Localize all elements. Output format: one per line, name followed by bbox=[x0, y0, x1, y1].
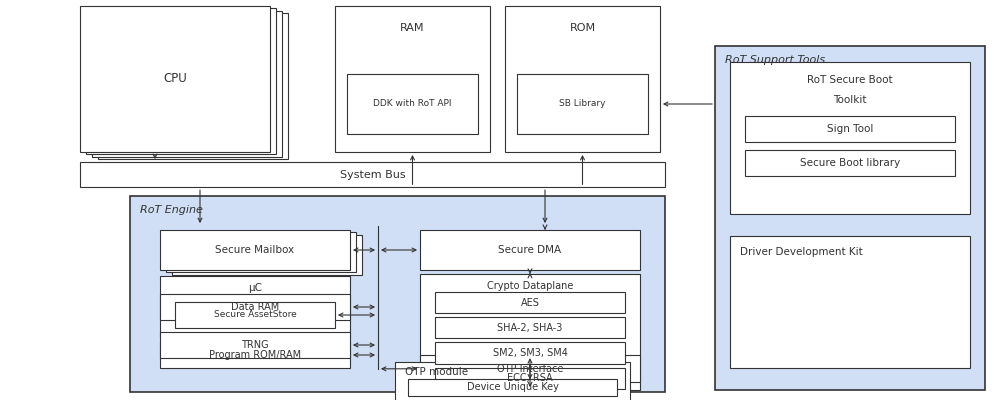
Bar bbox=[160, 332, 350, 358]
Text: ECC, RSA: ECC, RSA bbox=[507, 373, 553, 383]
Bar bbox=[80, 162, 665, 187]
Bar bbox=[172, 235, 362, 275]
Text: Program ROM/RAM: Program ROM/RAM bbox=[209, 350, 301, 360]
Text: Crypto Dataplane: Crypto Dataplane bbox=[487, 281, 573, 291]
Bar bbox=[86, 8, 276, 154]
Bar bbox=[730, 62, 970, 214]
Bar bbox=[715, 46, 985, 390]
Bar bbox=[347, 74, 478, 134]
Bar bbox=[80, 6, 270, 152]
Bar bbox=[178, 237, 368, 277]
Text: μC: μC bbox=[248, 283, 262, 293]
Bar bbox=[420, 274, 640, 390]
Bar bbox=[160, 294, 350, 320]
Bar bbox=[730, 236, 970, 368]
Text: SB Library: SB Library bbox=[559, 100, 606, 108]
Bar bbox=[408, 379, 617, 396]
Bar bbox=[420, 230, 640, 270]
Bar bbox=[395, 362, 630, 400]
Text: SM2, SM3, SM4: SM2, SM3, SM4 bbox=[493, 348, 567, 358]
Text: Secure Mailbox: Secure Mailbox bbox=[215, 245, 295, 255]
Text: DDK with RoT API: DDK with RoT API bbox=[373, 100, 452, 108]
Bar bbox=[745, 150, 955, 176]
Text: OTP module: OTP module bbox=[405, 367, 468, 377]
Text: ROM: ROM bbox=[569, 23, 596, 33]
Text: OTP Interface: OTP Interface bbox=[497, 364, 563, 374]
Text: Toolkit: Toolkit bbox=[833, 95, 867, 105]
Bar bbox=[745, 116, 955, 142]
Text: TRNG: TRNG bbox=[241, 340, 269, 350]
Bar bbox=[166, 232, 356, 272]
Text: Device Unique Key: Device Unique Key bbox=[467, 382, 558, 392]
Bar bbox=[435, 292, 625, 313]
Text: RoT Support Tools: RoT Support Tools bbox=[725, 55, 825, 65]
Bar bbox=[160, 230, 350, 270]
Bar bbox=[160, 276, 350, 338]
Bar bbox=[435, 342, 625, 364]
Bar bbox=[130, 196, 665, 392]
Text: Secure AssetStore: Secure AssetStore bbox=[214, 310, 296, 320]
Text: Secure Boot library: Secure Boot library bbox=[800, 158, 900, 168]
Bar bbox=[175, 302, 335, 328]
Bar bbox=[505, 6, 660, 152]
Bar bbox=[435, 317, 625, 338]
Bar bbox=[435, 368, 625, 389]
Bar bbox=[420, 355, 640, 382]
Text: Driver Development Kit: Driver Development Kit bbox=[740, 247, 863, 257]
Bar bbox=[92, 11, 282, 157]
Text: RoT Engine: RoT Engine bbox=[140, 205, 203, 215]
Text: SHA-2, SHA-3: SHA-2, SHA-3 bbox=[497, 323, 563, 333]
Bar bbox=[98, 13, 288, 159]
Text: System Bus: System Bus bbox=[340, 170, 405, 180]
Text: RAM: RAM bbox=[400, 23, 425, 33]
Text: Secure DMA: Secure DMA bbox=[498, 245, 562, 255]
Text: Sign Tool: Sign Tool bbox=[827, 124, 873, 134]
Text: RoT Secure Boot: RoT Secure Boot bbox=[807, 75, 893, 85]
Text: Data RAM: Data RAM bbox=[231, 302, 279, 312]
Text: CPU: CPU bbox=[163, 72, 187, 86]
Bar bbox=[335, 6, 490, 152]
Text: AES: AES bbox=[521, 298, 539, 308]
Bar bbox=[160, 342, 350, 368]
Bar bbox=[517, 74, 648, 134]
